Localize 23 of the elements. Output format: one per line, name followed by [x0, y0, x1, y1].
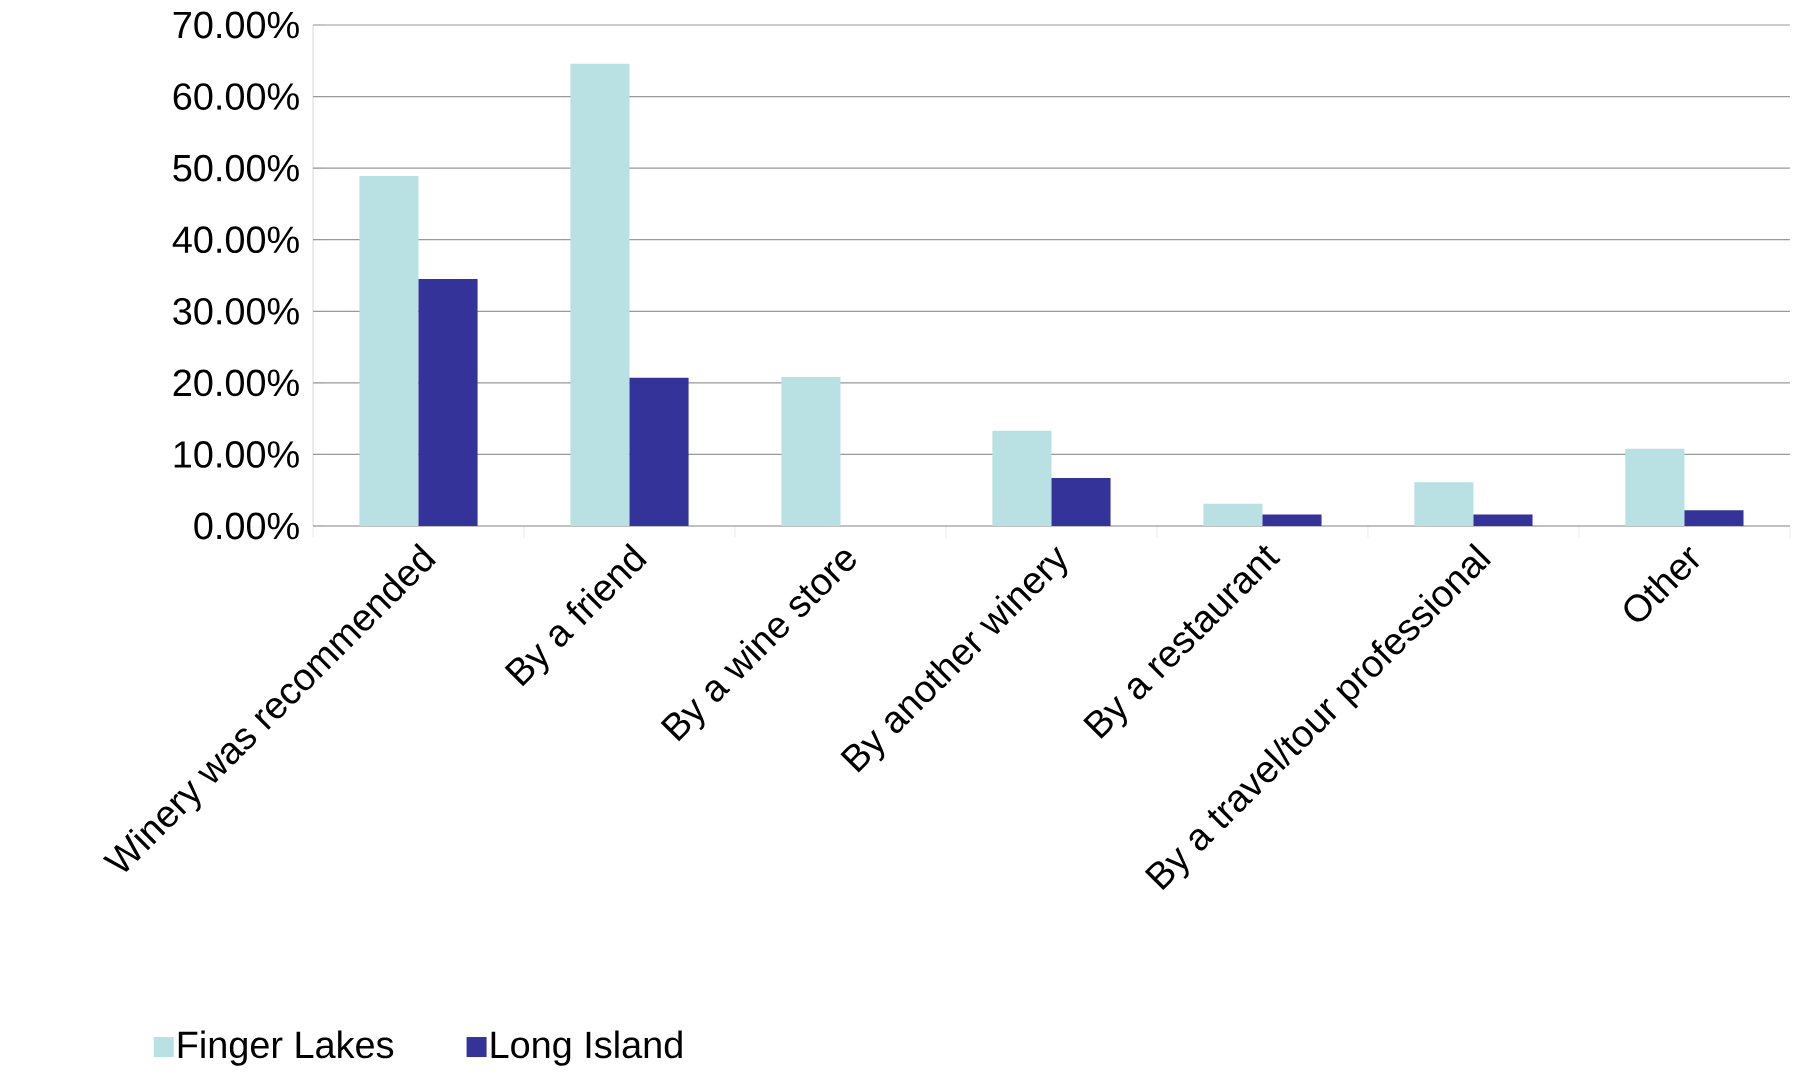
legend-label: Finger Lakes [178, 1030, 394, 1066]
y-tick-label: 50.00% [173, 154, 299, 182]
bar [570, 63, 630, 526]
bar [1414, 482, 1474, 526]
bar [418, 279, 478, 526]
y-tick-label: 70.00% [173, 11, 299, 39]
legend-label: Long Island [491, 1030, 682, 1066]
y-tick-label: 30.00% [173, 297, 299, 325]
y-tick-label: 10.00% [174, 441, 299, 468]
y-tick-label: 40.00% [172, 226, 299, 254]
bar [629, 377, 689, 526]
bar [1473, 514, 1533, 526]
bar [992, 430, 1052, 526]
bar [1203, 503, 1263, 526]
bar [1625, 448, 1685, 526]
bar [359, 176, 419, 526]
bar [1684, 510, 1744, 526]
y-tick-label: 60.00% [173, 83, 299, 110]
bar [781, 377, 841, 526]
bar [1051, 478, 1111, 526]
bar [1262, 514, 1322, 526]
y-tick-label: 0.00% [194, 512, 299, 540]
y-tick-label: 20.00% [173, 369, 299, 397]
